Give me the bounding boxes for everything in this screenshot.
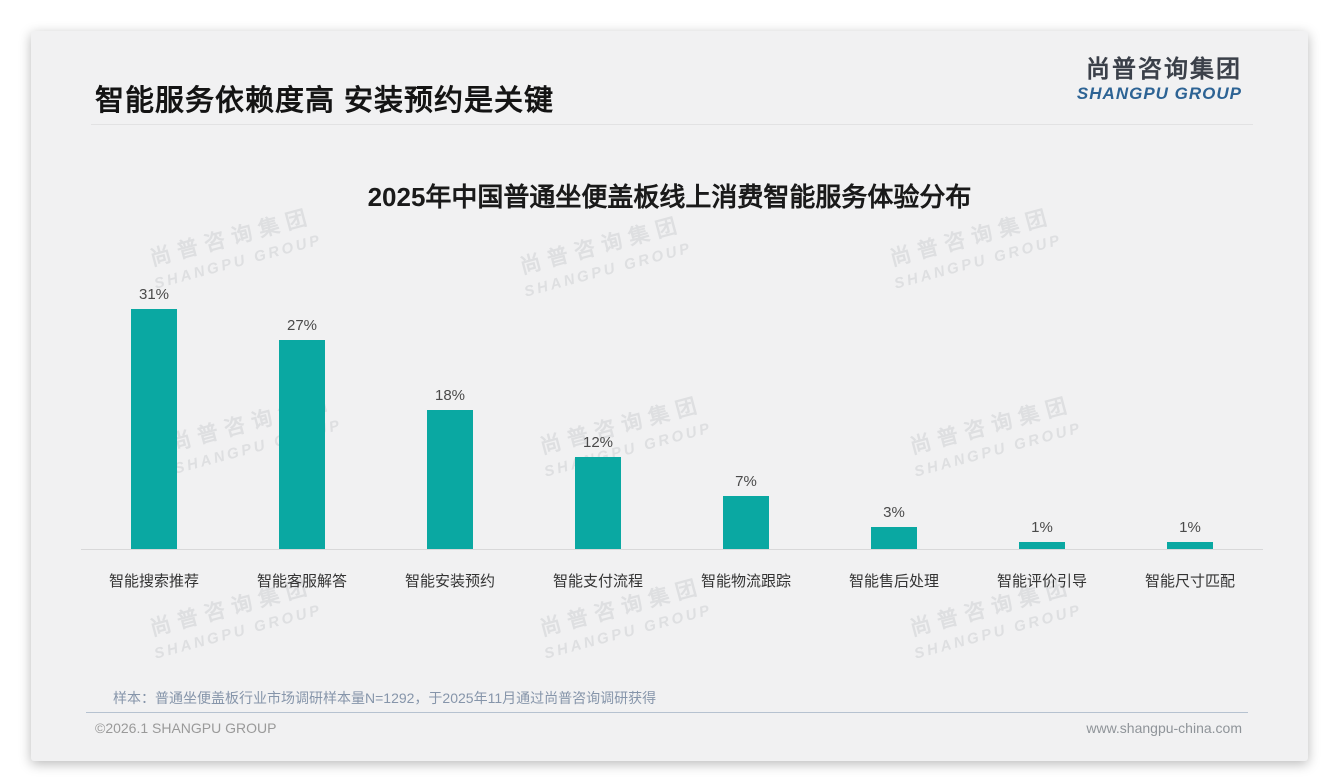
bar-column: 18%: [376, 387, 524, 550]
logo-en-text: SHANGPU GROUP: [1076, 84, 1242, 104]
bar-column: 1%: [1116, 519, 1264, 550]
watermark-en-text: SHANGPU GROUP: [542, 601, 715, 663]
company-logo: 尚普咨询集团 SHANGPU GROUP: [1076, 56, 1242, 104]
bar-category-label: 智能客服解答: [256, 573, 347, 590]
bar: [279, 339, 325, 550]
bar-category-label: 智能支付流程: [552, 573, 643, 590]
x-axis-baseline: [81, 549, 1263, 550]
bar-value-label: 7%: [735, 472, 757, 490]
title-divider: [91, 124, 1253, 125]
category-labels-row: 智能搜索推荐 智能客服解答 智能安装预约 智能支付流程 智能物流跟踪 智能售后处…: [80, 570, 1264, 591]
bar-column: 3%: [820, 504, 968, 550]
footer-divider: [86, 712, 1248, 713]
bar-category-label: 智能评价引导: [996, 573, 1087, 590]
bar-value-label: 27%: [286, 316, 318, 334]
bar-category-label: 智能售后处理: [848, 573, 939, 590]
bar-category-label: 智能搜索推荐: [108, 573, 199, 590]
bar-category-label: 智能安装预约: [404, 573, 495, 590]
bar-category-label: 智能尺寸匹配: [1144, 573, 1235, 590]
footer-website: www.shangpu-china.com: [1086, 720, 1242, 736]
bar: [1019, 542, 1065, 550]
bar-column: 1%: [968, 519, 1116, 550]
bar: [723, 495, 769, 550]
sample-footnote: 样本：普通坐便盖板行业市场调研样本量N=1292，于2025年11月通过尚普咨询…: [113, 690, 657, 706]
bar-value-label: 12%: [582, 433, 614, 451]
bar: [575, 456, 621, 550]
bar-value-label: 1%: [1031, 519, 1053, 537]
page-title: 智能服务依赖度高 安装预约是关键: [95, 85, 555, 117]
watermark-en-text: SHANGPU GROUP: [152, 601, 325, 663]
bar: [131, 308, 177, 550]
bar-column: 27%: [228, 317, 376, 550]
bar-column: 12%: [524, 434, 672, 550]
bar: [427, 409, 473, 550]
bar-value-label: 18%: [434, 386, 466, 404]
bar-column: 31%: [80, 286, 228, 550]
bar-value-label: 3%: [883, 503, 905, 521]
bar-value-label: 1%: [1179, 519, 1201, 537]
watermark-en-text: SHANGPU GROUP: [912, 601, 1085, 663]
bar-column: 7%: [672, 473, 820, 550]
bar: [1167, 542, 1213, 550]
logo-cn-text: 尚普咨询集团: [1086, 56, 1242, 83]
chart-title: 2025年中国普通坐便盖板线上消费智能服务体验分布: [367, 182, 972, 212]
bar-chart: 31% 27% 18% 12% 7% 3% 1%: [80, 280, 1264, 591]
footer-copyright: ©2026.1 SHANGPU GROUP: [95, 720, 277, 736]
bar-chart-row: 31% 27% 18% 12% 7% 3% 1%: [80, 280, 1264, 550]
slide: 尚普咨询集团 SHANGPU GROUP 尚普咨询集团 SHANGPU GROU…: [31, 31, 1308, 761]
bar-category-label: 智能物流跟踪: [700, 573, 791, 590]
bar: [871, 526, 917, 550]
bar-value-label: 31%: [138, 285, 170, 303]
